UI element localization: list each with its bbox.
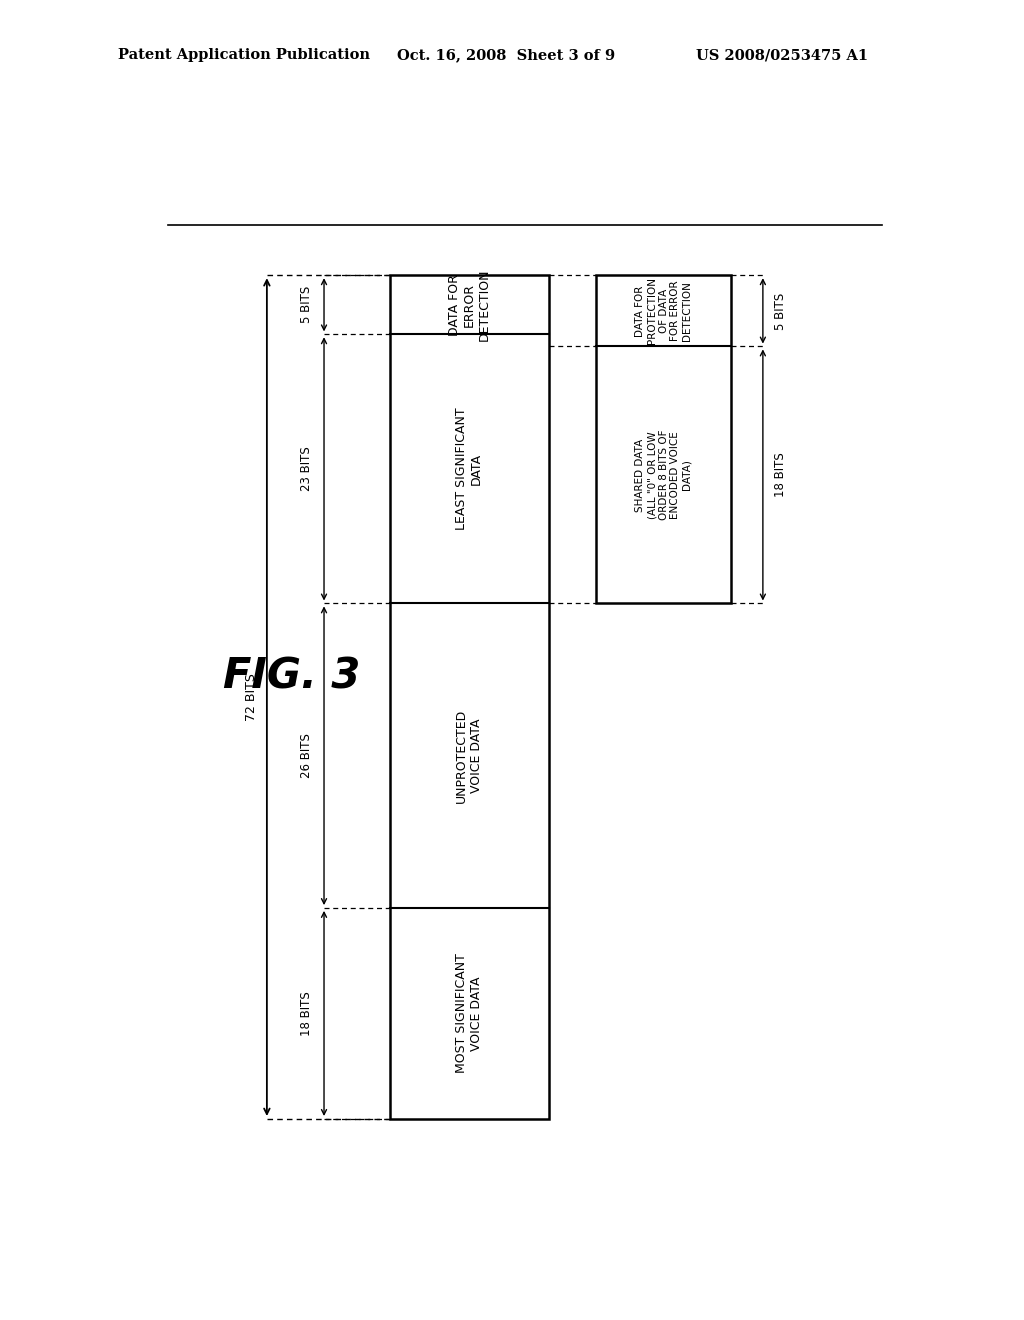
Text: 23 BITS: 23 BITS [300, 446, 313, 491]
Text: Oct. 16, 2008  Sheet 3 of 9: Oct. 16, 2008 Sheet 3 of 9 [397, 49, 615, 62]
Text: 5 BITS: 5 BITS [774, 292, 786, 330]
Text: UNPROTECTED
VOICE DATA: UNPROTECTED VOICE DATA [456, 709, 483, 803]
Text: 72 BITS: 72 BITS [245, 673, 257, 721]
Text: US 2008/0253475 A1: US 2008/0253475 A1 [696, 49, 868, 62]
Text: MOST SIGNIFICANT
VOICE DATA: MOST SIGNIFICANT VOICE DATA [456, 953, 483, 1073]
Text: LEAST SIGNIFICANT
DATA: LEAST SIGNIFICANT DATA [456, 408, 483, 531]
Text: 5 BITS: 5 BITS [300, 286, 313, 323]
Text: DATA FOR
PROTECTION
OF DATA
FOR ERROR
DETECTION: DATA FOR PROTECTION OF DATA FOR ERROR DE… [636, 277, 692, 345]
Text: FIG. 3: FIG. 3 [223, 656, 360, 698]
Text: 26 BITS: 26 BITS [300, 734, 313, 779]
Text: Patent Application Publication: Patent Application Publication [118, 49, 370, 62]
Text: 18 BITS: 18 BITS [774, 453, 786, 498]
Text: SHARED DATA
(ALL "0" OR LOW
ORDER 8 BITS OF
ENCODED VOICE
DATA): SHARED DATA (ALL "0" OR LOW ORDER 8 BITS… [636, 430, 692, 520]
Text: DATA FOR
ERROR
DETECTION: DATA FOR ERROR DETECTION [447, 268, 490, 341]
Bar [390, 276, 549, 1119]
Text: 18 BITS: 18 BITS [300, 991, 313, 1036]
Bar [596, 276, 731, 603]
